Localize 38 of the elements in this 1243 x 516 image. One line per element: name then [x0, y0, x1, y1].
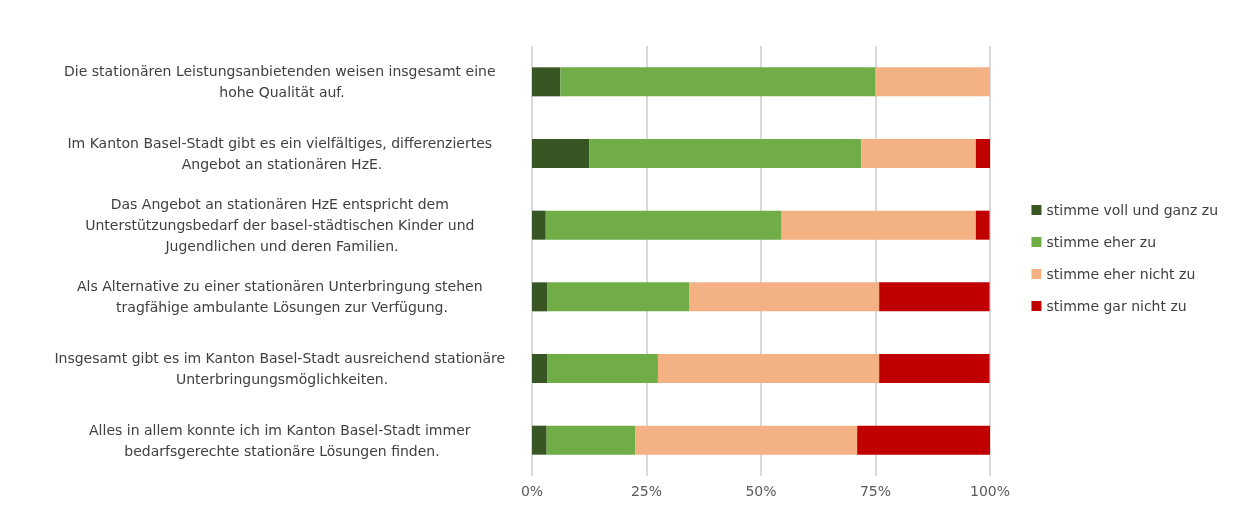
x-tick-label: 0% — [520, 483, 544, 499]
x-tick-label: 25% — [630, 483, 663, 499]
y-tick-label: Insgesamt gibt es im Kanton Basel-Stadt ausreichend stationäre Unterbringungsmöglichkeiten. — [54, 350, 510, 387]
x-tick-label: 50% — [745, 483, 777, 499]
bar — [861, 139, 976, 168]
bar — [560, 67, 876, 97]
bar — [879, 354, 990, 383]
bar — [857, 425, 990, 455]
bar — [545, 210, 782, 240]
bar — [635, 425, 858, 455]
bar — [546, 425, 636, 455]
y-tick-label: Im Kanton Basel-Stadt gibt es ein vielfältiges, differenziertes Angebot an stationären HzE. — [67, 135, 497, 172]
bar — [875, 67, 990, 97]
y-tick-label: Das Angebot an stationären HzE entspricht dem Unterstützungsbedarf der basel-städtischen Kinder und Jugendlichen und deren Familien. — [85, 196, 479, 255]
bar — [689, 282, 880, 312]
x-tick-label: 100% — [969, 483, 1011, 499]
bar — [975, 210, 990, 240]
y-tick-label: Als Alternative zu einer stationären Unterbringung stehen tragfähige ambulante Lösungen zur Verfügung. — [76, 278, 488, 316]
bar — [975, 139, 990, 168]
bar — [547, 282, 690, 312]
legend-label: stimme eher nicht zu — [1046, 266, 1196, 282]
legend-label: stimme gar nicht zu — [1046, 298, 1187, 314]
legend-label: stimme voll und ganz zu — [1046, 202, 1219, 218]
bar — [657, 354, 880, 383]
bar — [532, 67, 561, 97]
bar — [532, 210, 546, 240]
bar — [547, 354, 658, 383]
y-tick-label: Alles in allem konnte ich im Kanton Basel-Stadt immer bedarfsgerechte stationäre Lösungen finden. — [89, 421, 475, 459]
x-tick-label: 75% — [859, 483, 892, 499]
bar — [532, 425, 547, 455]
y-tick-label: Die stationären Leistungsanbietenden weisen insgesamt eine hohe Qualität auf. — [64, 63, 500, 101]
bar — [879, 282, 990, 312]
legend-label: stimme eher zu — [1046, 234, 1157, 250]
bar — [532, 354, 548, 383]
bar — [781, 210, 976, 240]
bar — [532, 139, 590, 168]
bar — [589, 139, 862, 168]
bar — [532, 282, 548, 312]
